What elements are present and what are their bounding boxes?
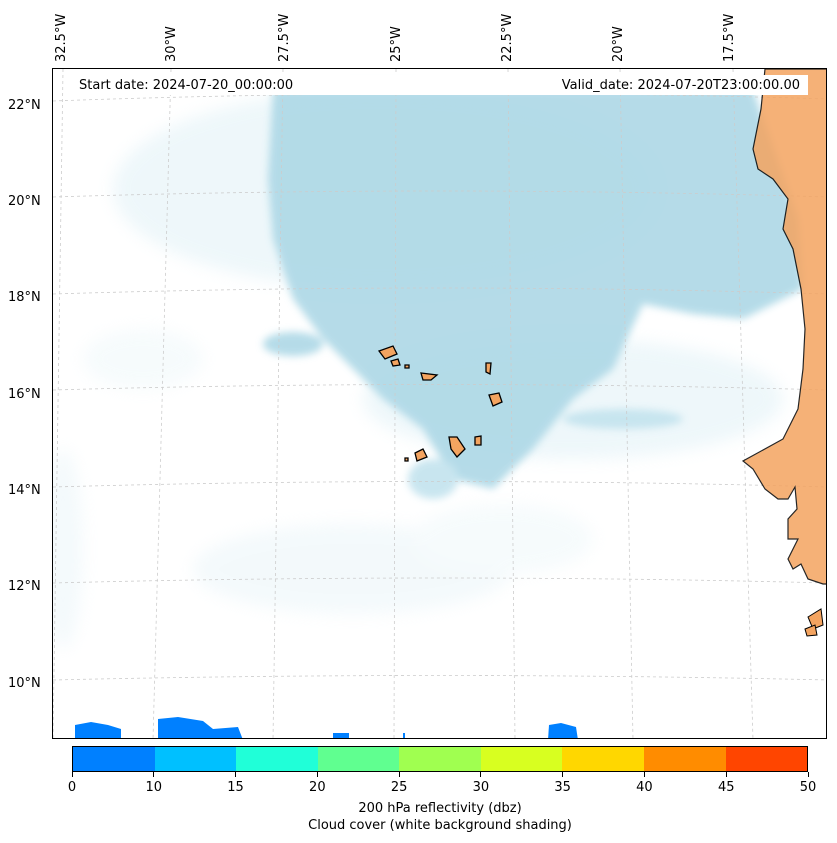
colorbar-tick-9 xyxy=(807,772,809,777)
colorbar-tick-label-5: 30 xyxy=(472,780,490,795)
colorbar-segment-3 xyxy=(317,747,400,771)
colorbar-segment-6 xyxy=(562,747,644,771)
colorbar-segment-4 xyxy=(399,747,481,771)
colorbar-segment-8 xyxy=(725,747,808,771)
lon-label-25w: 25°W xyxy=(389,26,404,62)
reflectivity-colorbar xyxy=(72,746,808,772)
colorbar-tick-label-4: 25 xyxy=(390,780,408,795)
colorbar-tick-5 xyxy=(480,772,482,777)
colorbar-tick-label-1: 10 xyxy=(145,780,163,795)
colorbar-tick-6 xyxy=(562,772,564,777)
lat-label-14n: 14°N xyxy=(8,483,41,498)
colorbar-tick-label-2: 15 xyxy=(227,780,244,795)
lat-label-22n: 22°N xyxy=(8,98,41,113)
colorbar-tick-label-8: 45 xyxy=(717,780,735,795)
lat-label-16n: 16°N xyxy=(8,387,41,402)
start-date-label: Start date: 2024-07-20_00:00:00 xyxy=(79,78,294,93)
lon-label-22-5w: 22.5°W xyxy=(500,13,515,62)
lon-label-32-5w: 32.5°W xyxy=(54,13,69,62)
colorbar-label: 200 hPa reflectivity (dbz) xyxy=(358,801,522,816)
colorbar-tick-0 xyxy=(71,772,73,777)
date-strip xyxy=(72,75,808,95)
lon-label-17-5w: 17.5°W xyxy=(722,13,737,62)
colorbar-segment-7 xyxy=(643,747,726,771)
colorbar-segment-0 xyxy=(73,747,155,771)
gridlines xyxy=(53,69,826,738)
colorbar-tick-3 xyxy=(316,772,318,777)
bijagos-islands xyxy=(804,608,824,637)
colorbar-tick-8 xyxy=(725,772,727,777)
valid-date-label: Valid_date: 2024-07-20T23:00:00.00 xyxy=(561,78,800,93)
colorbar-segment-2 xyxy=(236,747,318,771)
lat-label-12n: 12°N xyxy=(8,579,41,594)
lon-label-30w: 30°W xyxy=(164,26,179,62)
colorbar-tick-2 xyxy=(235,772,237,777)
lat-label-18n: 18°N xyxy=(8,290,41,305)
colorbar-segment-1 xyxy=(154,747,237,771)
colorbar-tick-label-6: 35 xyxy=(554,780,571,795)
map-panel xyxy=(52,68,827,739)
colorbar-segment-5 xyxy=(480,747,563,771)
map-canvas xyxy=(53,69,826,738)
colorbar-tick-label-0: 0 xyxy=(67,780,77,795)
reflectivity-echoes xyxy=(75,717,578,738)
colorbar-tick-label-9: 50 xyxy=(799,780,817,795)
colorbar-tick-4 xyxy=(398,772,400,777)
colorbar-tick-label-7: 40 xyxy=(636,780,653,795)
colorbar-sublabel: Cloud cover (white background shading) xyxy=(308,818,572,833)
colorbar-tick-1 xyxy=(153,772,155,777)
lon-label-27-5w: 27.5°W xyxy=(277,13,292,62)
cape-verde-islands xyxy=(377,345,503,462)
lat-label-20n: 20°N xyxy=(8,194,41,209)
thick-cloud-cover xyxy=(263,89,803,499)
lat-label-10n: 10°N xyxy=(8,676,41,691)
african-coast-land xyxy=(741,69,826,585)
colorbar-tick-7 xyxy=(643,772,645,777)
lon-label-20w: 20°W xyxy=(611,26,626,62)
colorbar-tick-label-3: 20 xyxy=(309,780,326,795)
